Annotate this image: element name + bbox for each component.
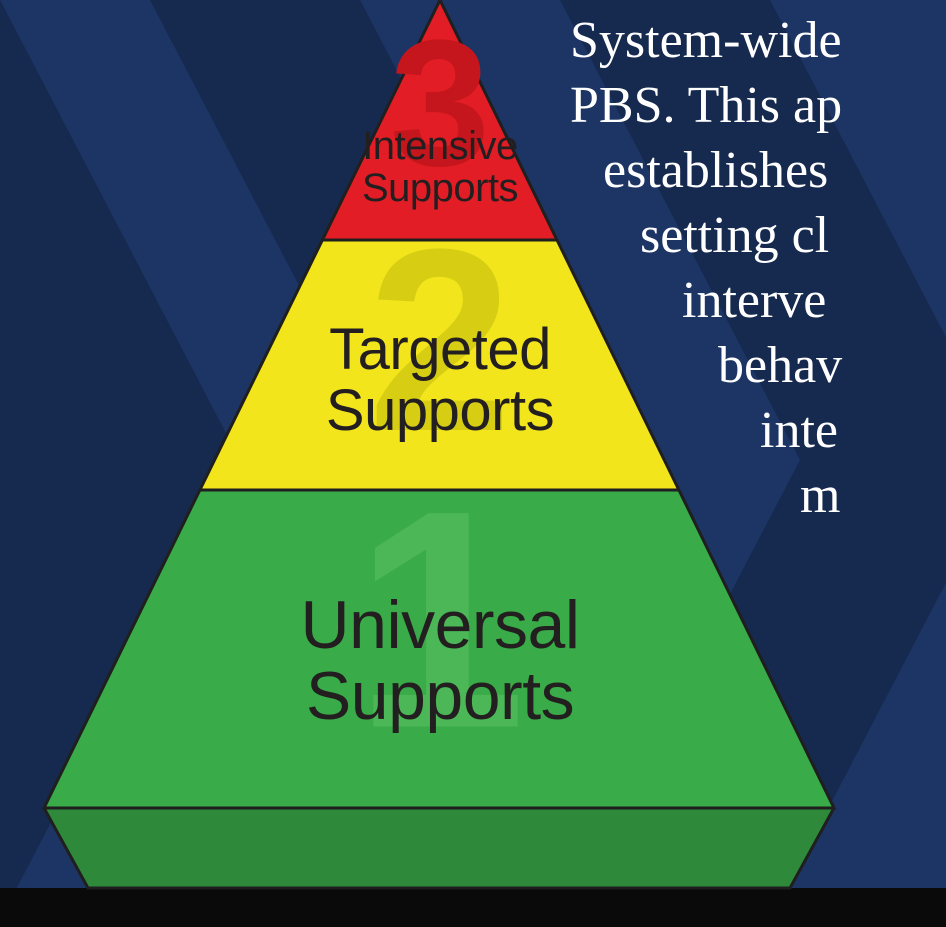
- tier-2-targeted-label: TargetedSupports: [326, 320, 554, 442]
- tier-1-universal-label-line2: Supports: [301, 661, 580, 732]
- right-text-line-3: setting cl: [640, 203, 829, 268]
- tier-2-targeted-label-line1: Targeted: [326, 320, 554, 381]
- right-text-line-7: m: [800, 463, 840, 528]
- right-text-line-2: establishes: [603, 138, 828, 203]
- tier-2-targeted-label-line2: Supports: [326, 381, 554, 442]
- right-text-line-6: inte: [760, 398, 838, 463]
- right-text-line-4: interve: [682, 268, 826, 333]
- right-text-line-1: PBS. This ap: [570, 73, 842, 138]
- tier-3-intensive-label: IntensiveSupports: [362, 125, 518, 209]
- tier-1-universal-label-line1: Universal: [301, 590, 580, 661]
- tier-3-intensive-label-line2: Supports: [362, 167, 518, 209]
- tier-3-intensive-label-line1: Intensive: [362, 125, 518, 167]
- right-text-line-0: System-wide: [570, 8, 842, 73]
- right-text-line-5: behav: [718, 333, 842, 398]
- pyramid-base-front: [44, 808, 834, 888]
- tier-1-universal-label: UniversalSupports: [301, 590, 580, 733]
